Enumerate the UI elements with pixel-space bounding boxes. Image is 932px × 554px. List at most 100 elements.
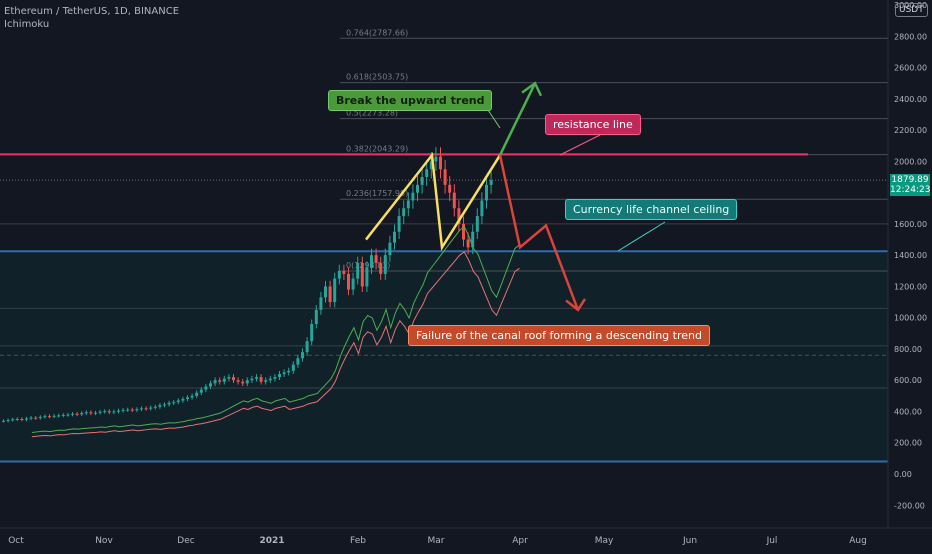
candle-body <box>402 208 406 217</box>
y-tick-label: 0.00 <box>894 470 912 479</box>
candle-body <box>420 177 424 185</box>
fib-label: 0(1298.83) <box>346 261 390 270</box>
y-tick-label: 200.00 <box>894 439 922 448</box>
candle-body <box>232 377 235 381</box>
candle-body <box>250 378 254 381</box>
candle-body <box>356 262 360 279</box>
candle-body <box>84 412 88 414</box>
candle-body <box>264 380 268 382</box>
candle-body <box>167 402 171 405</box>
candle-body <box>296 358 300 365</box>
x-tick-label: Oct <box>8 536 24 546</box>
candle-body <box>43 416 47 418</box>
y-tick-label: 2000.00 <box>894 157 927 166</box>
red-arrow-head <box>565 298 587 312</box>
x-tick-label: Mar <box>428 536 445 546</box>
candle-body <box>34 417 38 419</box>
candle-body <box>66 414 70 416</box>
candle-body <box>462 223 465 240</box>
y-tick-label: 3000.00 <box>894 1 927 10</box>
resistance-label: resistance line <box>545 114 641 135</box>
candle-body <box>429 161 433 170</box>
candle-body <box>425 169 429 178</box>
candle-body <box>351 278 355 290</box>
y-tick-label: 1400.00 <box>894 251 927 260</box>
candle-body <box>287 370 291 373</box>
x-tick-label: Dec <box>177 536 194 546</box>
candle-body <box>163 404 166 406</box>
callout-pointer <box>487 109 501 129</box>
candle-body <box>301 352 304 359</box>
x-tick-label: Jul <box>766 536 778 546</box>
time-axis-bg <box>0 528 932 550</box>
fib-label: 0.618(2503.75) <box>346 73 408 82</box>
candle-body <box>278 373 281 378</box>
candle-body <box>126 409 130 411</box>
candle-body <box>333 278 337 303</box>
candle-body <box>241 381 245 384</box>
candle-body <box>393 231 396 243</box>
candle-body <box>94 412 97 414</box>
price-axis-bg <box>888 0 932 528</box>
candle-body <box>98 411 102 413</box>
y-tick-label: 2200.00 <box>894 126 927 135</box>
candle-body <box>314 309 318 324</box>
channel-ceiling-label: Currency life channel ceiling <box>565 199 738 220</box>
candle-body <box>135 409 139 411</box>
candle-body <box>489 180 493 185</box>
break-trend-label: Break the upward trend <box>328 90 493 111</box>
candle-body <box>319 297 323 310</box>
y-tick-label: 600.00 <box>894 376 922 385</box>
channel-band <box>0 251 888 462</box>
currency-badge[interactable]: USDT <box>895 3 928 17</box>
candle-body <box>434 156 438 162</box>
candle-body <box>29 417 33 419</box>
candle-body <box>379 262 383 274</box>
candle-body <box>190 395 194 398</box>
candle-body <box>370 255 373 268</box>
candle-body <box>310 323 314 342</box>
candle-body <box>75 413 79 415</box>
x-tick-label: Jun <box>682 536 697 546</box>
candle-body <box>457 208 461 224</box>
candle-body <box>347 273 350 290</box>
candle-body <box>199 389 203 393</box>
red-trend-path <box>498 154 580 311</box>
candle-body <box>117 410 120 412</box>
candle-body <box>112 411 116 413</box>
candle-body <box>383 255 387 274</box>
candle-body <box>172 402 176 404</box>
candle-body <box>480 200 484 217</box>
candle-body <box>416 184 419 193</box>
candle-body <box>406 200 410 209</box>
candle-body <box>186 397 189 399</box>
candle-body <box>227 377 231 379</box>
candle-body <box>204 386 208 390</box>
candle-body <box>374 255 378 263</box>
current-price: 1879.89 <box>891 175 929 185</box>
ichimoku-span-b <box>31 251 520 438</box>
candle-body <box>466 239 470 248</box>
candle-body <box>130 409 134 411</box>
green-arrow-shaft <box>498 82 537 156</box>
candle-body <box>71 413 74 415</box>
candle-body <box>121 409 125 411</box>
candle-body <box>20 418 24 420</box>
candle-body <box>176 400 180 403</box>
candle-body <box>365 267 369 287</box>
candle-body <box>6 420 10 422</box>
candle-body <box>222 378 226 382</box>
candle-body <box>158 405 162 407</box>
candle-body <box>291 364 295 371</box>
current-price-tag: 1879.89 12:24:23 <box>890 174 930 196</box>
fib-label: 0.764(2787.66) <box>346 28 408 37</box>
candle-body <box>452 192 456 209</box>
candle-body <box>2 420 5 422</box>
yellow-trend-path <box>365 151 502 252</box>
candle-body <box>475 216 479 232</box>
fib-label: 0.5(2273.28) <box>346 109 398 118</box>
fib-label: 0.382(2043.29) <box>346 145 408 154</box>
candle-body <box>388 242 392 256</box>
